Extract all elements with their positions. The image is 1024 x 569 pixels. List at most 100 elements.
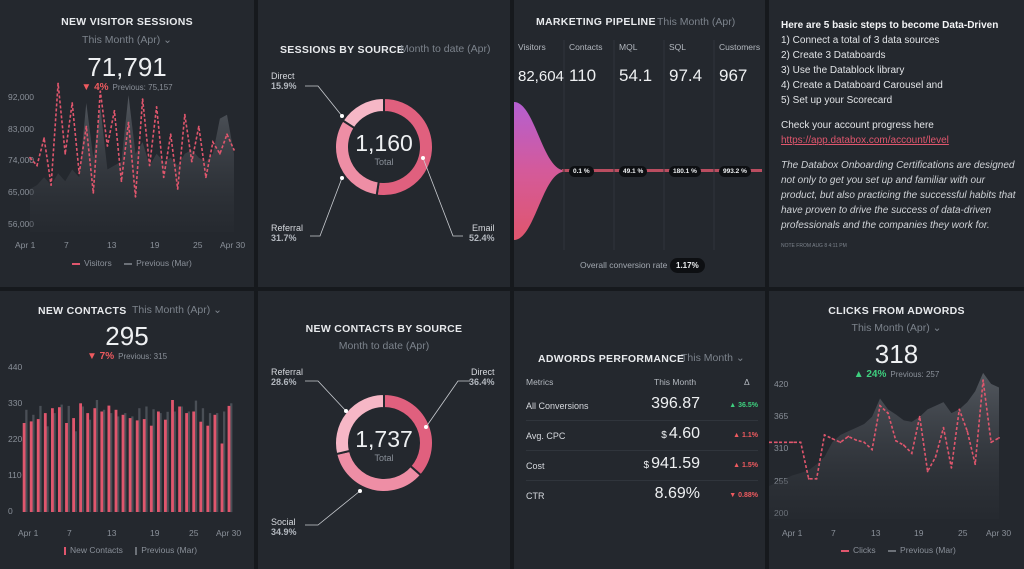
table-head-metric: Metrics: [526, 377, 554, 387]
legend-previous[interactable]: Previous (Mar): [136, 258, 192, 268]
conversion-pill: 0.1 %: [569, 166, 594, 177]
x-tick: 13: [107, 240, 117, 250]
data-point: [57, 82, 59, 85]
legend-previous[interactable]: Previous (Mar): [141, 545, 198, 555]
y-tick: 92,000: [8, 92, 34, 102]
leader-line: [305, 490, 361, 526]
data-point: [29, 156, 31, 159]
step-item: 5) Set up your Scorecard: [781, 95, 893, 106]
current-bar: [36, 419, 40, 512]
data-point: [769, 441, 770, 444]
data-point: [120, 180, 123, 183]
row-metric: Cost: [526, 461, 545, 471]
current-bar: [51, 408, 54, 512]
table-head-delta: Δ: [744, 377, 750, 387]
current-bar: [206, 425, 210, 512]
sessions-card: SESSIONS BY SOURCE Month to date (Apr) 1…: [258, 0, 510, 287]
overall-conversion-label: Overall conversion rate: [580, 260, 668, 270]
x-tick: 7: [67, 528, 72, 538]
current-bar: [58, 407, 61, 512]
legend-previous[interactable]: Previous (Mar): [900, 545, 956, 555]
previous-bar: [25, 409, 28, 512]
clicks-card: CLICKS FROM ADWORDS This Month (Apr) ⌄ 3…: [769, 291, 1024, 569]
contacts-value: 295: [105, 321, 149, 351]
data-point: [127, 121, 130, 124]
y-tick: 74,000: [8, 155, 34, 165]
contacts-source-total-value: 1,737: [355, 426, 413, 452]
current-bar: [213, 414, 217, 512]
steps-text: Here are 5 basic steps to become Data-Dr…: [781, 18, 1021, 254]
data-point: [784, 441, 786, 444]
data-point: [197, 125, 200, 128]
data-point: [791, 441, 794, 444]
legend-current[interactable]: Clicks: [853, 545, 876, 555]
legend-current[interactable]: New Contacts: [70, 545, 123, 555]
adwords-period-dropdown[interactable]: This Month ⌄: [681, 352, 745, 364]
steps-note: NOTE FROM AUG 8 4:11 PM: [781, 243, 847, 249]
previous-bar: [39, 405, 42, 512]
data-point: [839, 441, 842, 444]
data-point: [910, 452, 913, 455]
clicks-chart: [769, 372, 1000, 519]
data-point: [776, 441, 778, 444]
previous-bar: [110, 413, 113, 512]
x-tick: 19: [150, 240, 160, 250]
x-tick: 19: [914, 528, 924, 538]
adwords-card: ADWORDS PERFORMANCE This Month ⌄ Metrics…: [514, 291, 765, 569]
previous-bar: [131, 416, 134, 512]
stage-value: 54.1: [619, 66, 653, 85]
x-tick: Apr 1: [782, 528, 803, 538]
data-point: [64, 152, 67, 155]
x-tick: 13: [871, 528, 881, 538]
data-point: [183, 113, 186, 116]
data-point: [958, 408, 961, 411]
pipeline-funnel: [514, 40, 762, 250]
current-bar: [121, 414, 125, 512]
previous-bar: [67, 405, 70, 512]
steps-body: The Databox Onboarding Certifications ar…: [781, 160, 1016, 231]
leader-dot: [358, 489, 362, 493]
data-point: [141, 98, 144, 100]
row-metric: All Conversions: [526, 401, 589, 411]
data-point: [92, 192, 95, 194]
visitors-period-dropdown[interactable]: This Month (Apr) ⌄: [82, 34, 172, 46]
clicks-legend: Clicks Previous (Mar): [841, 545, 956, 555]
data-point: [134, 195, 137, 198]
x-tick: 25: [193, 240, 203, 250]
x-tick: 13: [107, 528, 117, 538]
current-bar: [65, 423, 68, 512]
current-bar: [199, 421, 203, 512]
legend-current[interactable]: Visitors: [84, 258, 112, 268]
y-tick: 365: [774, 411, 789, 421]
leader-dot: [421, 156, 425, 160]
data-point: [950, 467, 953, 469]
current-bar: [43, 413, 47, 512]
leader-dot: [424, 425, 428, 429]
current-period-line: [769, 380, 1000, 480]
x-tick: 7: [831, 528, 836, 538]
table-row: All Conversions 396.87 ▲ 36.5%: [526, 391, 758, 421]
leader-line: [422, 157, 463, 237]
visitors-value: 71,791: [87, 52, 167, 82]
data-point: [85, 125, 88, 128]
clicks-period-dropdown[interactable]: This Month (Apr) ⌄: [851, 322, 942, 334]
y-tick: 310: [774, 443, 789, 453]
contacts-chart: [22, 400, 233, 513]
previous-bar: [46, 426, 49, 512]
data-point: [99, 90, 102, 93]
sessions-label-referral: Referral 31.7%: [271, 223, 304, 243]
contacts-period-dropdown[interactable]: This Month (Apr) ⌄: [132, 304, 222, 316]
data-point: [942, 426, 945, 429]
current-bar: [192, 411, 196, 512]
previous-bar: [208, 413, 212, 512]
stage-value: 97.4: [669, 66, 703, 85]
data-point: [43, 137, 45, 140]
data-point: [190, 160, 193, 163]
previous-bar: [173, 411, 176, 512]
funnel-shape: [514, 102, 562, 240]
previous-bar: [95, 400, 99, 512]
visitors-legend: Visitors Previous (Mar): [72, 258, 192, 268]
current-bar: [72, 418, 75, 512]
account-level-link[interactable]: https://app.databox.com/account/level: [781, 135, 949, 146]
data-point: [934, 456, 937, 458]
